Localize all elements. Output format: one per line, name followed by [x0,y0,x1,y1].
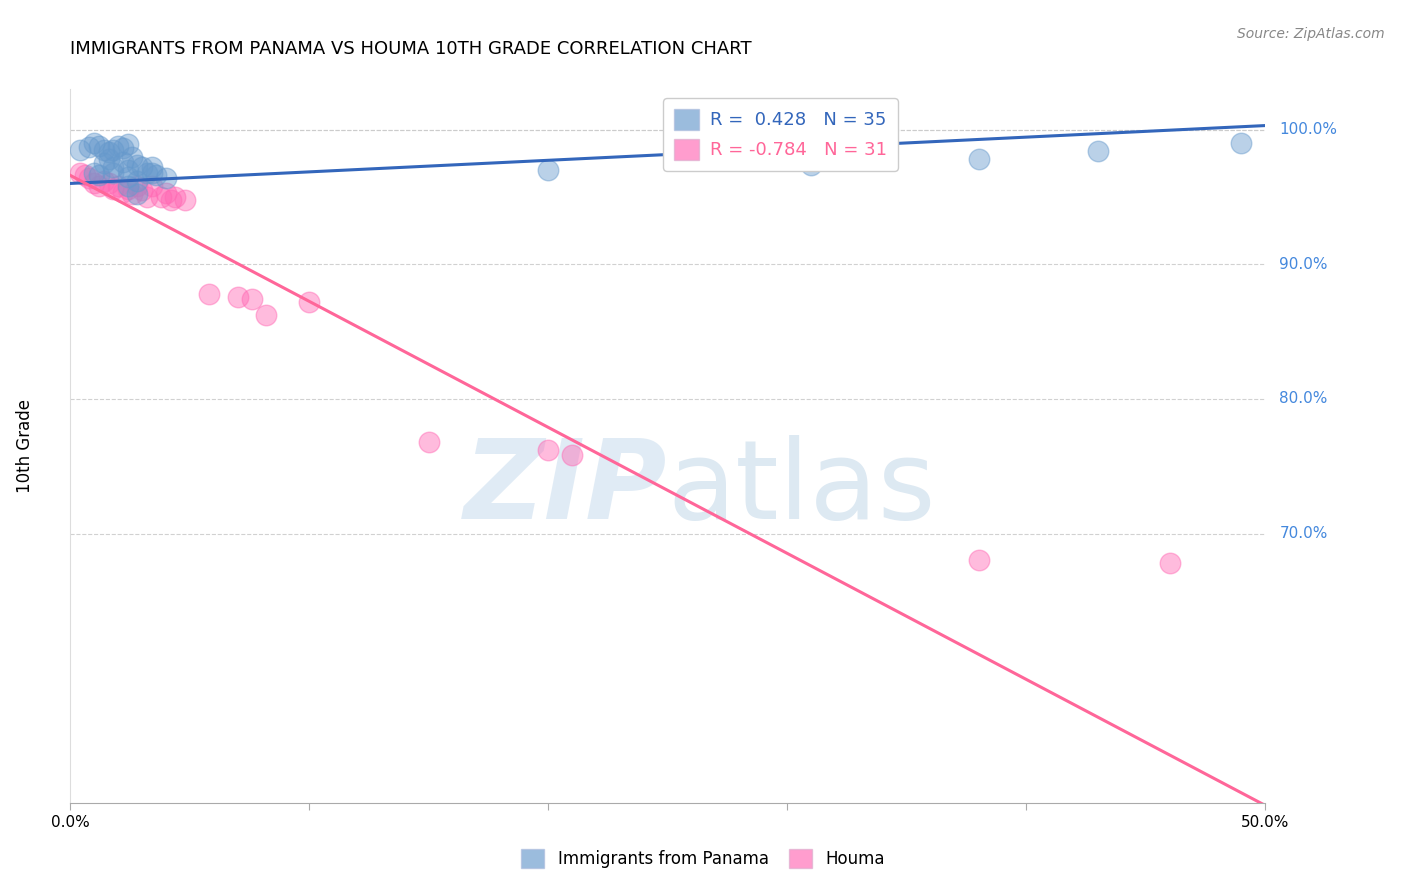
Point [103,182,125,196]
Text: IMMIGRANTS FROM PANAMA VS HOUMA 10TH GRADE CORRELATION CHART: IMMIGRANTS FROM PANAMA VS HOUMA 10TH GRA… [70,40,752,58]
Point [1230,136,1253,150]
Point [198,286,221,301]
Point [127,158,149,172]
Legend: R =  0.428   N = 35, R = -0.784   N = 31: R = 0.428 N = 35, R = -0.784 N = 31 [664,98,898,170]
Point [135,190,157,204]
Point [165,190,187,204]
Point [800,158,823,172]
Point [117,137,139,152]
Point [127,179,149,194]
Point [117,169,139,184]
Point [93,143,115,157]
Point [967,553,990,567]
Point [1159,556,1181,570]
Point [135,166,157,180]
Point [117,163,139,178]
Point [155,186,177,200]
Point [97,152,120,166]
Point [97,177,120,191]
Point [150,190,173,204]
Point [537,163,560,178]
Point [79,171,101,186]
Point [418,434,440,449]
Point [117,179,139,194]
Point [145,169,167,183]
Point [87,169,110,183]
Point [111,155,134,169]
Point [69,143,91,157]
Point [155,171,177,186]
Point [141,166,163,180]
Point [141,179,163,194]
Point [107,179,129,194]
Point [131,161,153,175]
Text: atlas: atlas [668,435,936,542]
Point [117,182,139,196]
Point [131,183,153,197]
Text: 80.0%: 80.0% [1279,392,1327,407]
Point [174,193,197,207]
Point [561,449,583,463]
Point [103,166,125,180]
Point [87,179,110,194]
Point [73,169,96,183]
Point [111,185,134,199]
Legend: Immigrants from Panama, Houma: Immigrants from Panama, Houma [515,842,891,875]
Point [79,140,101,154]
Point [127,174,149,188]
Point [1087,144,1109,158]
Point [83,136,105,150]
Point [83,166,105,180]
Text: Source: ZipAtlas.com: Source: ZipAtlas.com [1237,27,1385,41]
Point [107,138,129,153]
Point [103,161,125,175]
Point [103,143,125,157]
Text: 90.0%: 90.0% [1279,257,1327,272]
Point [141,161,163,175]
Point [159,193,181,207]
Point [127,187,149,202]
Point [111,141,134,155]
Text: 70.0%: 70.0% [1279,526,1327,541]
Point [87,138,110,153]
Point [226,289,249,303]
Point [254,309,277,323]
Point [121,187,143,202]
Text: 100.0%: 100.0% [1279,122,1337,137]
Point [83,177,105,191]
Point [967,152,990,166]
Point [240,292,263,306]
Point [298,294,321,309]
Text: ZIP: ZIP [464,435,668,542]
Point [93,174,115,188]
Point [121,149,143,163]
Point [69,166,91,180]
Point [93,156,115,170]
Point [97,145,120,160]
Point [537,443,560,458]
Text: 10th Grade: 10th Grade [15,399,34,493]
